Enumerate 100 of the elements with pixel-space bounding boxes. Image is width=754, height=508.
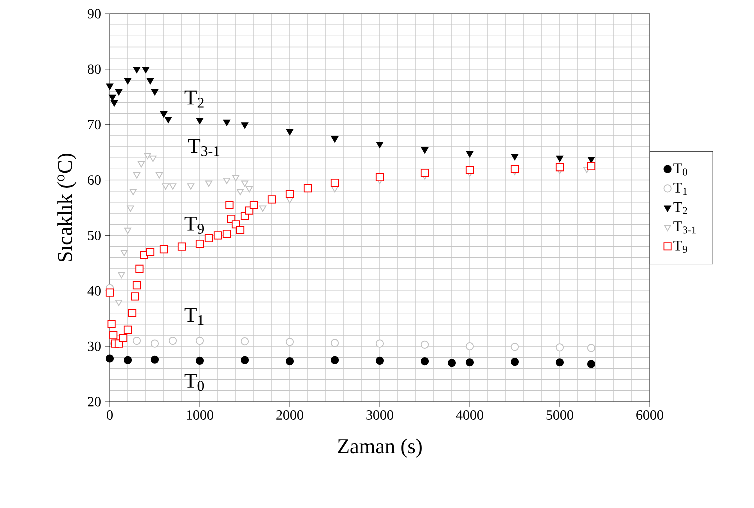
x-tick-label: 6000: [636, 410, 664, 420]
y-axis-title: Sıcaklık ($^{o}$C): [58, 154, 77, 262]
point: [146, 78, 154, 85]
point: [556, 358, 564, 367]
x-tick-label: 4000: [456, 410, 484, 420]
point: [214, 232, 222, 240]
point: [130, 189, 137, 196]
y-tick-label: 30: [88, 342, 101, 352]
y-tick-label: 60: [88, 176, 101, 186]
point: [466, 358, 474, 367]
point: [169, 184, 177, 190]
point: [304, 184, 312, 193]
point: [587, 344, 596, 352]
y-tick-label: 20: [88, 397, 101, 407]
legend-label: T$_{9}$: [674, 240, 688, 254]
point: [106, 354, 114, 363]
point: [115, 89, 123, 96]
y-tick-label: 40: [88, 286, 101, 296]
point: [132, 282, 142, 290]
annotation: T$_{0}$: [184, 374, 204, 392]
annotation: T$_{2}$: [184, 90, 204, 108]
point: [226, 201, 234, 210]
point: [222, 230, 232, 238]
point: [115, 300, 123, 306]
point: [330, 339, 340, 348]
point: [330, 179, 340, 188]
y-tick-label: 70: [88, 120, 101, 130]
point: [144, 153, 152, 160]
point: [268, 196, 276, 204]
point: [132, 336, 142, 346]
point: [151, 89, 159, 96]
point: [127, 206, 134, 212]
point: [420, 169, 430, 178]
point: [196, 336, 204, 346]
point: [421, 148, 429, 154]
point: [556, 156, 564, 162]
y-tick-label: 80: [88, 64, 101, 74]
x-tick-label: 1000: [187, 410, 214, 420]
point: [376, 356, 384, 366]
point: [196, 240, 204, 248]
point: [124, 356, 132, 364]
point: [286, 129, 294, 136]
point: [150, 156, 157, 162]
legend-label: T$_{0}$: [674, 164, 688, 176]
legend-label: T$_{2}$: [674, 202, 688, 214]
point: [510, 343, 520, 352]
point: [128, 309, 137, 318]
point: [250, 201, 258, 210]
point: [109, 94, 116, 102]
point: [119, 334, 128, 342]
x-tick-label: 2000: [276, 410, 304, 420]
point: [236, 189, 244, 196]
point: [187, 184, 195, 190]
point: [587, 360, 596, 368]
point: [205, 180, 213, 188]
point: [588, 156, 596, 164]
x-tick-label: 3000: [366, 410, 394, 420]
point: [511, 154, 519, 160]
point: [120, 250, 128, 256]
point: [124, 228, 132, 234]
point: [376, 142, 384, 148]
point: [240, 356, 250, 364]
point: [168, 336, 178, 346]
legend-label: T$_{1}$: [674, 183, 688, 195]
y-tick-label: 50: [88, 230, 101, 240]
annotation: T$_{3-1}$: [188, 139, 220, 156]
y-tick-label: 90: [88, 9, 101, 19]
annotation: T$_{1}$: [184, 308, 204, 326]
point: [448, 359, 456, 368]
point: [466, 342, 474, 351]
point: [142, 67, 150, 74]
point: [376, 173, 384, 182]
point: [510, 165, 520, 174]
point: [466, 151, 474, 158]
point: [259, 206, 267, 212]
x-axis-title: Zaman (s): [338, 438, 422, 458]
point: [178, 242, 186, 251]
point: [331, 136, 339, 143]
point: [232, 175, 240, 182]
point: [556, 163, 564, 172]
point: [106, 84, 114, 90]
point: [286, 338, 294, 346]
point: [330, 356, 340, 364]
point: [286, 190, 294, 198]
point: [131, 292, 140, 301]
point: [420, 357, 430, 366]
point: [133, 67, 141, 74]
point: [110, 100, 118, 107]
point: [118, 272, 126, 279]
point: [110, 331, 118, 340]
point: [136, 264, 144, 274]
point: [150, 340, 160, 348]
point: [164, 117, 172, 124]
point: [106, 288, 114, 297]
point: [246, 186, 254, 193]
point: [146, 248, 155, 256]
point: [124, 78, 132, 85]
point: [466, 166, 474, 174]
point: [108, 320, 116, 328]
point: [138, 161, 146, 168]
